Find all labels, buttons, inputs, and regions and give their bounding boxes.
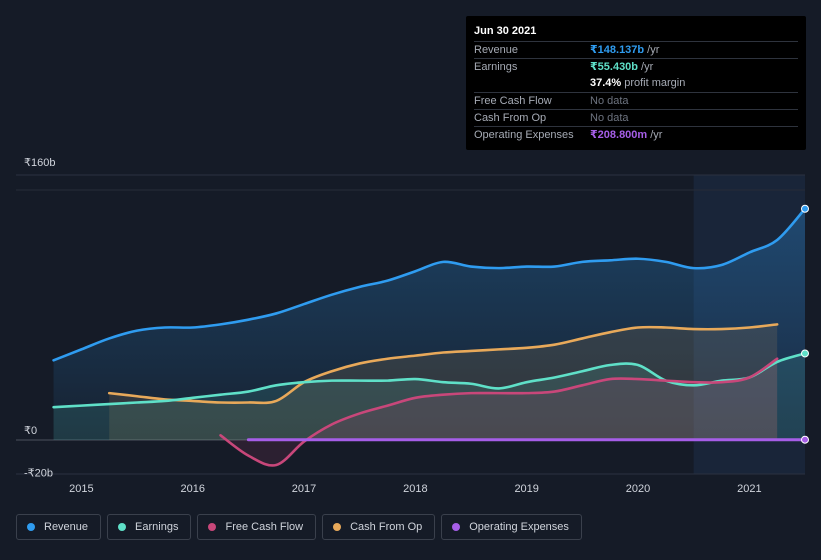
tooltip-row-value: 37.4% [590,77,622,89]
end-marker-revenue [801,204,809,213]
end-marker-operating-expenses [801,435,809,444]
tooltip-row: Free Cash Flow No data [474,92,798,108]
series-line-free-cash-flow [219,357,779,467]
legend-item-earnings[interactable]: Earnings [107,514,192,540]
series-line-cash-from-op [107,323,779,405]
legend-label: Operating Expenses [469,521,569,533]
tooltip-date: Jun 30 2021 [474,25,537,37]
y-tick-label: -₹20b [24,467,53,479]
legend-item-cash-from-op[interactable]: Cash From Op [322,514,436,540]
x-tick-label: 2021 [737,483,761,495]
tooltip-row-label: Revenue [474,44,519,56]
legend-dot-icon [333,523,342,531]
legend-dot-icon [118,523,127,531]
tooltip-row: Revenue ₹148.137b/yr [474,41,798,57]
legend-dot-icon [452,523,461,531]
chart-svg: ₹160b ₹0 -₹20b 2015 2016 2017 2018 2019 2020 2021 [16,157,809,495]
legend-label: Earnings [135,521,179,533]
x-tick-label: 2015 [69,483,93,495]
legend-label: Cash From Op [350,521,423,533]
tooltip-row-value: ₹55.430b [590,61,639,73]
tooltip-row-label: Operating Expenses [474,129,574,141]
end-marker-earnings [801,349,809,358]
area-revenue [53,208,806,440]
legend-item-free-cash-flow[interactable]: Free Cash Flow [197,514,317,540]
tooltip-panel: Jun 30 2021 Revenue ₹148.137b/yr Earnings ₹… [466,16,806,150]
tooltip-row-unit: /yr [641,61,654,73]
series-line-revenue [52,207,807,362]
x-tick-label: 2020 [626,483,650,495]
tooltip-row-unit: /yr [647,44,660,56]
tooltip-row-unit: profit margin [624,77,686,89]
tooltip-row-label: Free Cash Flow [474,95,552,107]
tooltip-row: Cash From Op No data [474,109,798,125]
tooltip-row: 37.4% profit margin [474,75,798,91]
legend-item-revenue[interactable]: Revenue [16,514,102,540]
tooltip-row: Operating Expenses ₹208.800m/yr [474,126,798,142]
tooltip-row-unit: /yr [650,129,663,141]
legend-label: Free Cash Flow [225,521,304,533]
tooltip-row-value: No data [590,112,629,124]
legend-dot-icon [27,523,35,531]
legend-label: Revenue [44,521,89,533]
x-tick-label: 2016 [180,483,204,495]
legend: Revenue Earnings Free Cash Flow Cash From O… [16,514,582,540]
series-line-earnings [52,352,807,409]
x-tick-label: 2019 [514,483,538,495]
x-tick-label: 2017 [292,483,316,495]
legend-item-operating-expenses[interactable]: Operating Expenses [441,514,582,540]
tooltip-row-label: Cash From Op [474,112,547,124]
x-tick-label: 2018 [403,483,427,495]
tooltip-row-value: ₹148.137b [590,44,645,56]
tooltip-row-label: Earnings [474,61,518,73]
tooltip-row-value: No data [590,95,629,107]
tooltip-row: Earnings ₹55.430b/yr [474,58,798,74]
tooltip-row-value: ₹208.800m [590,129,648,141]
y-tick-label: ₹0 [24,425,37,437]
y-tick-label: ₹160b [24,157,55,169]
legend-dot-icon [208,523,217,531]
tooltip-row-label [474,75,590,91]
